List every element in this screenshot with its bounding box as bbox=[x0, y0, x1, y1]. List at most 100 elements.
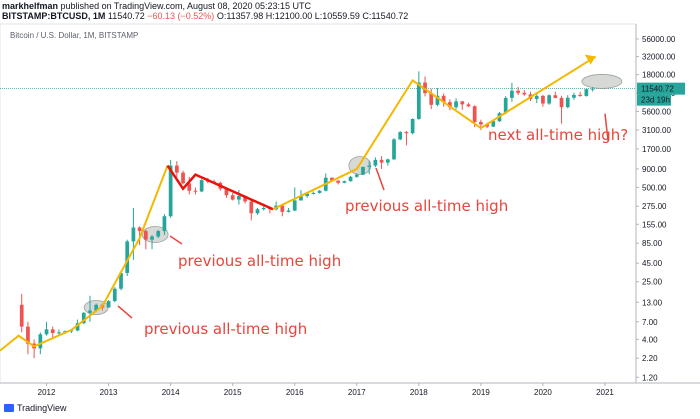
candle-body bbox=[516, 90, 520, 93]
candle-body bbox=[88, 310, 92, 313]
candle-body bbox=[261, 208, 266, 210]
annotation-text: previous all-time high bbox=[144, 320, 307, 338]
y-tick-label: 3100.00 bbox=[642, 126, 671, 135]
candle-body bbox=[510, 90, 514, 98]
candle-body bbox=[379, 159, 384, 163]
y-tick-label: 155.00 bbox=[642, 220, 667, 229]
candle-body bbox=[150, 236, 154, 240]
annotation-text: next all-time high? bbox=[488, 126, 628, 144]
footer[interactable]: TradingView bbox=[4, 403, 67, 413]
candle-body bbox=[44, 329, 49, 335]
x-tick-label: 2021 bbox=[596, 388, 614, 397]
y-tick-label: 5600.00 bbox=[642, 107, 671, 116]
candle-body bbox=[75, 323, 80, 331]
candle-body bbox=[348, 176, 353, 182]
candle-body bbox=[199, 180, 204, 192]
x-tick-label: 2019 bbox=[472, 388, 490, 397]
annotation-arrow bbox=[604, 113, 609, 141]
candle-body bbox=[572, 94, 576, 98]
published-text: published on TradingView.com, August 08,… bbox=[60, 1, 312, 11]
candle-body bbox=[292, 200, 297, 211]
candle-body bbox=[491, 121, 496, 127]
candle-body bbox=[38, 334, 43, 349]
y-tick-label: 45.00 bbox=[642, 259, 663, 268]
y-tick-label: 2.20 bbox=[642, 354, 658, 363]
candle-body bbox=[299, 196, 303, 201]
candle-body bbox=[447, 102, 452, 108]
plot-frame bbox=[0, 23, 637, 384]
last-price-label: 11540.72 bbox=[641, 85, 674, 94]
ohlc-open: O:11357.98 bbox=[216, 11, 264, 21]
x-tick-label: 2014 bbox=[162, 388, 180, 397]
y-tick-label: 25.00 bbox=[642, 278, 663, 287]
candle-body bbox=[305, 193, 310, 197]
candle-body bbox=[503, 97, 508, 114]
symbol[interactable]: BITSTAMP:BTCUSD, 1M bbox=[2, 11, 106, 21]
candle-body bbox=[193, 190, 198, 192]
candle-body bbox=[237, 196, 241, 200]
y-tick-label: 56000.00 bbox=[642, 35, 676, 44]
candle-body bbox=[398, 132, 403, 140]
x-tick-label: 2016 bbox=[286, 388, 304, 397]
candle-body bbox=[454, 101, 458, 108]
y-tick-label: 18000.00 bbox=[642, 71, 676, 80]
y-tick-label: 275.00 bbox=[642, 202, 667, 211]
ohlc-close: C:11540.72 bbox=[362, 11, 409, 21]
chart-title: Bitcoin / U.S. Dollar, 1M, BITSTAMP bbox=[10, 31, 139, 40]
x-tick-label: 2015 bbox=[224, 388, 242, 397]
x-tick-label: 2020 bbox=[534, 388, 552, 397]
candle-body bbox=[361, 166, 365, 175]
candle-body bbox=[26, 326, 30, 344]
candle-body bbox=[336, 180, 341, 183]
y-tick-label: 1700.00 bbox=[642, 145, 671, 154]
countdown-box bbox=[637, 94, 671, 106]
candle-body bbox=[435, 95, 440, 105]
last-price: 11540.72 bbox=[107, 11, 145, 21]
candle-body bbox=[230, 195, 235, 200]
y-tick-label: 85.00 bbox=[642, 239, 663, 248]
candle-body bbox=[280, 205, 285, 212]
candle-body bbox=[354, 174, 359, 177]
candle-body bbox=[565, 97, 570, 108]
x-tick-label: 2018 bbox=[410, 388, 428, 397]
author[interactable]: markhelfman bbox=[2, 1, 59, 11]
y-tick-label: 4.00 bbox=[642, 335, 658, 344]
uptrend-line bbox=[0, 165, 169, 352]
candle-body bbox=[559, 97, 564, 108]
candle-body bbox=[187, 183, 192, 191]
candle-body bbox=[255, 209, 260, 214]
candle-body bbox=[162, 216, 167, 232]
candle-body bbox=[460, 101, 465, 105]
arrowhead-icon bbox=[584, 54, 596, 65]
candle-body bbox=[50, 329, 55, 333]
annotation-arrow bbox=[375, 167, 385, 191]
ath-highlight-ellipse bbox=[581, 74, 623, 89]
candle-body bbox=[143, 231, 148, 240]
brand-name: TradingView bbox=[17, 403, 67, 413]
candle-body bbox=[181, 172, 185, 184]
y-tick-label: 13.00 bbox=[642, 298, 663, 307]
candle-body bbox=[385, 159, 390, 163]
candle-body bbox=[106, 301, 111, 308]
candle-body bbox=[367, 165, 372, 167]
candle-body bbox=[311, 192, 316, 194]
candle-body bbox=[119, 272, 123, 289]
candle-body bbox=[553, 95, 558, 98]
ohlc-high: H:12100.00 bbox=[265, 11, 313, 21]
y-tick-label: 7.00 bbox=[642, 318, 658, 327]
candle-body bbox=[466, 104, 471, 107]
candle-body bbox=[286, 210, 291, 212]
candle-body bbox=[81, 312, 86, 324]
candle-body bbox=[224, 188, 229, 196]
candle-body bbox=[578, 94, 583, 96]
candle-body bbox=[410, 118, 415, 134]
x-tick-label: 2012 bbox=[38, 388, 56, 397]
candle-body bbox=[590, 88, 595, 90]
candle-body bbox=[342, 181, 347, 183]
annotation-arrow bbox=[169, 235, 183, 245]
candle-body bbox=[373, 159, 378, 166]
candle-body bbox=[429, 93, 434, 105]
candle-body bbox=[547, 95, 551, 104]
candle-body bbox=[584, 89, 589, 96]
